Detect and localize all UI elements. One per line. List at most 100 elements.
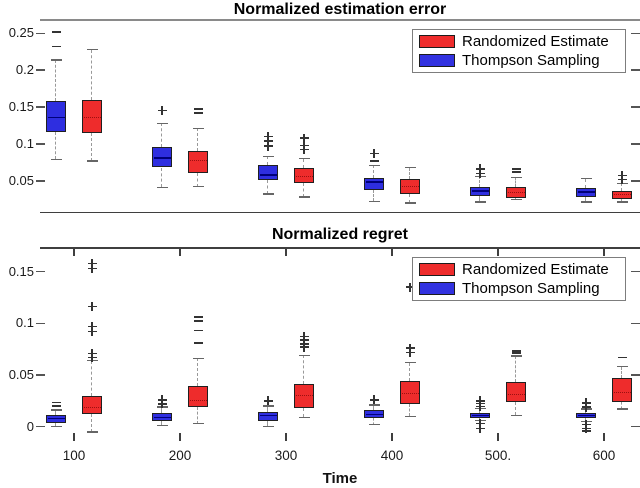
x-tick — [391, 433, 393, 441]
whisker-cap — [156, 186, 168, 189]
x-tick-label: 300 — [274, 448, 298, 463]
whisker-upper — [55, 59, 57, 102]
median-line — [83, 117, 101, 119]
whisker-cap — [616, 408, 628, 410]
whisker-upper — [515, 177, 517, 188]
y-tick-label: 0.25 — [8, 25, 34, 41]
whisker-cap — [86, 431, 98, 433]
whisker-upper — [585, 178, 587, 189]
median-line — [259, 414, 277, 417]
legend-top: Randomized Estimate Thompson Sampling — [412, 29, 626, 73]
legend-item-randomized-estimate: Randomized Estimate — [419, 261, 619, 278]
whisker-cap — [404, 361, 416, 364]
x-tick — [497, 433, 499, 441]
axis-top-line — [40, 247, 640, 249]
whisker-upper — [373, 405, 375, 411]
outlier-plus-icon — [475, 424, 485, 434]
outlier-plus-icon — [87, 327, 97, 337]
x-tick-inner — [179, 248, 181, 256]
outlier-plus-icon — [299, 140, 309, 150]
whisker-cap — [580, 177, 592, 180]
y-tick — [631, 425, 640, 428]
legend-item-thompson-sampling: Thompson Sampling — [419, 52, 619, 69]
outlier-plus-icon — [87, 348, 97, 358]
whisker-lower — [267, 180, 269, 195]
median-line — [153, 157, 171, 159]
whisker-cap — [298, 196, 310, 198]
outlier-dash-icon — [511, 352, 521, 355]
whisker-lower — [303, 182, 305, 197]
whisker-upper — [621, 183, 623, 191]
y-tick-label: 0.05 — [8, 172, 34, 188]
outlier-dash-icon — [51, 45, 61, 48]
whisker-lower — [515, 401, 517, 416]
whisker-lower — [91, 414, 93, 432]
outlier-plus-icon — [617, 171, 627, 181]
legend-bottom: Randomized Estimate Thompson Sampling — [412, 257, 626, 301]
y-tick — [631, 374, 640, 376]
box-randomized — [82, 395, 102, 415]
whisker-cap — [192, 127, 204, 130]
y-tick-label: 0 — [26, 418, 34, 434]
whisker-lower — [621, 199, 623, 203]
whisker-cap — [298, 354, 310, 357]
outlier-dash-icon — [51, 405, 61, 407]
y-tick — [36, 270, 45, 273]
outlier-plus-icon — [299, 133, 309, 143]
y-tick — [631, 180, 640, 182]
outlier-dash-icon — [193, 320, 203, 323]
outlier-plus-icon — [475, 396, 485, 406]
whisker-cap — [262, 425, 274, 428]
whisker-cap — [262, 193, 274, 195]
median-line — [401, 392, 419, 394]
median-line — [295, 175, 313, 177]
whisker-lower — [585, 417, 587, 422]
x-tick-label: 400 — [380, 448, 404, 463]
whisker-cap — [298, 416, 310, 419]
whisker-cap — [50, 425, 62, 428]
whisker-lower — [161, 167, 163, 188]
outlier-plus-icon — [87, 263, 97, 273]
x-tick-inner — [391, 248, 393, 256]
median-line — [365, 413, 383, 416]
whisker-upper — [197, 358, 199, 387]
box-randomized — [612, 378, 632, 402]
whisker-lower — [267, 420, 269, 427]
y-tick — [631, 143, 640, 145]
outlier-dash-icon — [369, 160, 379, 162]
whisker-lower — [479, 195, 481, 203]
whisker-cap — [510, 198, 522, 201]
legend-swatch-red-icon — [419, 263, 455, 276]
outlier-plus-icon — [369, 395, 379, 405]
whisker-upper — [267, 156, 269, 166]
y-tick-label: 0.2 — [15, 62, 34, 78]
y-tick — [36, 32, 45, 35]
y-tick — [36, 69, 45, 71]
whisker-cap — [192, 422, 204, 425]
outlier-plus-icon — [263, 132, 273, 142]
whisker-upper — [373, 165, 375, 178]
x-tick — [73, 433, 75, 441]
outlier-plus-icon — [405, 343, 415, 353]
box-randomized — [82, 100, 102, 133]
box-randomized — [188, 150, 208, 173]
legend-label: Thompson Sampling — [462, 52, 600, 69]
box-randomized — [188, 386, 208, 408]
box-randomized — [400, 381, 420, 404]
y-tick-label: 0.15 — [8, 99, 34, 115]
x-tick-inner — [285, 248, 287, 256]
legend-swatch-blue-icon — [419, 282, 455, 295]
outlier-plus-icon — [157, 395, 167, 405]
whisker-upper — [515, 355, 517, 383]
y-tick — [631, 106, 640, 108]
outlier-plus-icon — [263, 141, 273, 151]
median-line — [47, 116, 65, 119]
x-tick-label: 600 — [592, 448, 616, 463]
whisker-cap — [510, 414, 522, 417]
whisker-cap — [262, 155, 274, 158]
median-line — [507, 393, 525, 395]
outlier-plus-icon — [475, 419, 485, 429]
whisker-upper — [91, 360, 93, 396]
outlier-plus-icon — [263, 396, 273, 406]
